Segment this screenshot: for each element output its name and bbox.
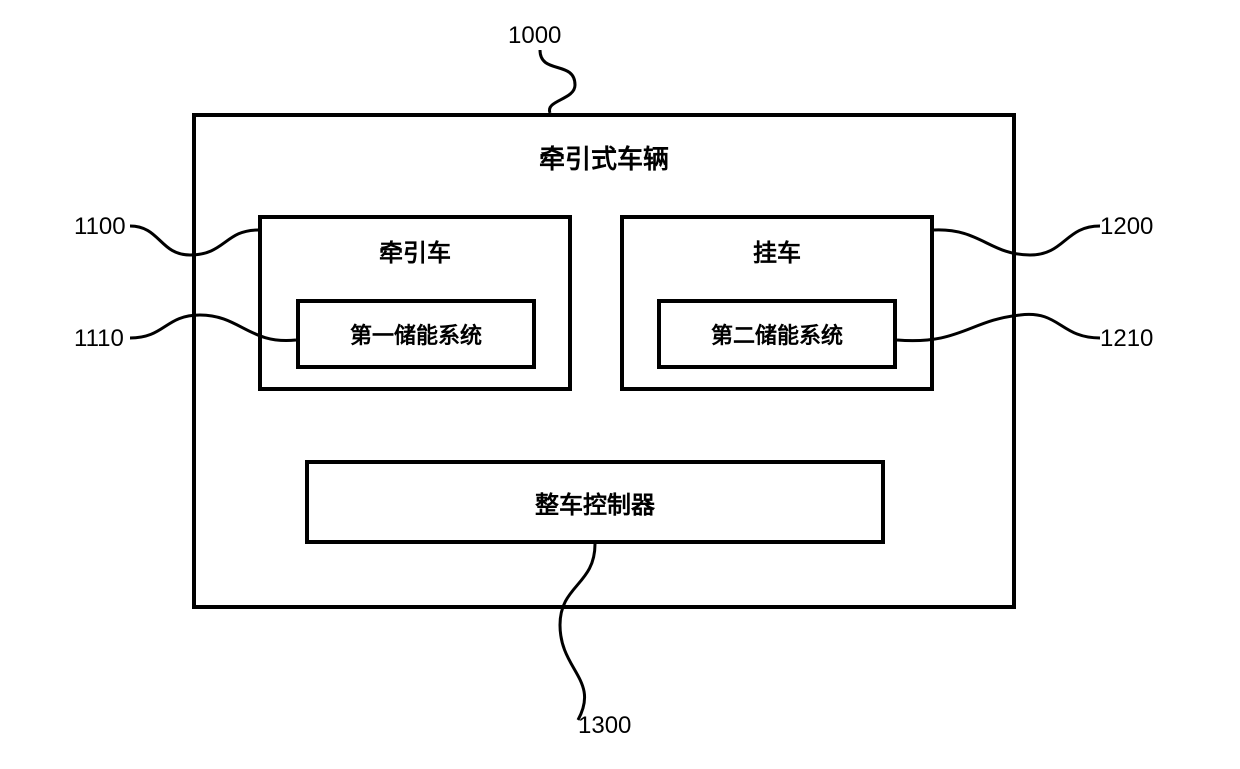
ess2-box-title: 第二储能系统 — [711, 318, 843, 350]
trailer-box-title: 挂车 — [753, 233, 801, 268]
callout-1000-label: 1000 — [508, 22, 561, 50]
callout-1210-label: 1210 — [1100, 325, 1153, 353]
ess1-box-title: 第一储能系统 — [350, 318, 482, 350]
ess2-box: 第二储能系统 — [657, 299, 897, 369]
tractor-box-title: 牵引车 — [379, 233, 451, 268]
callout-1300-label: 1300 — [578, 712, 631, 740]
vcu-box: 整车控制器 — [305, 460, 885, 544]
callout-1100-label: 1100 — [74, 213, 126, 241]
ess1-box: 第一储能系统 — [296, 299, 536, 369]
callout-1200-label: 1200 — [1100, 213, 1153, 241]
callout-1000-connector — [540, 50, 575, 113]
outer-box-title: 牵引式车辆 — [539, 139, 669, 176]
callout-1110-label: 1110 — [74, 325, 124, 353]
vcu-box-title: 整车控制器 — [535, 485, 655, 520]
